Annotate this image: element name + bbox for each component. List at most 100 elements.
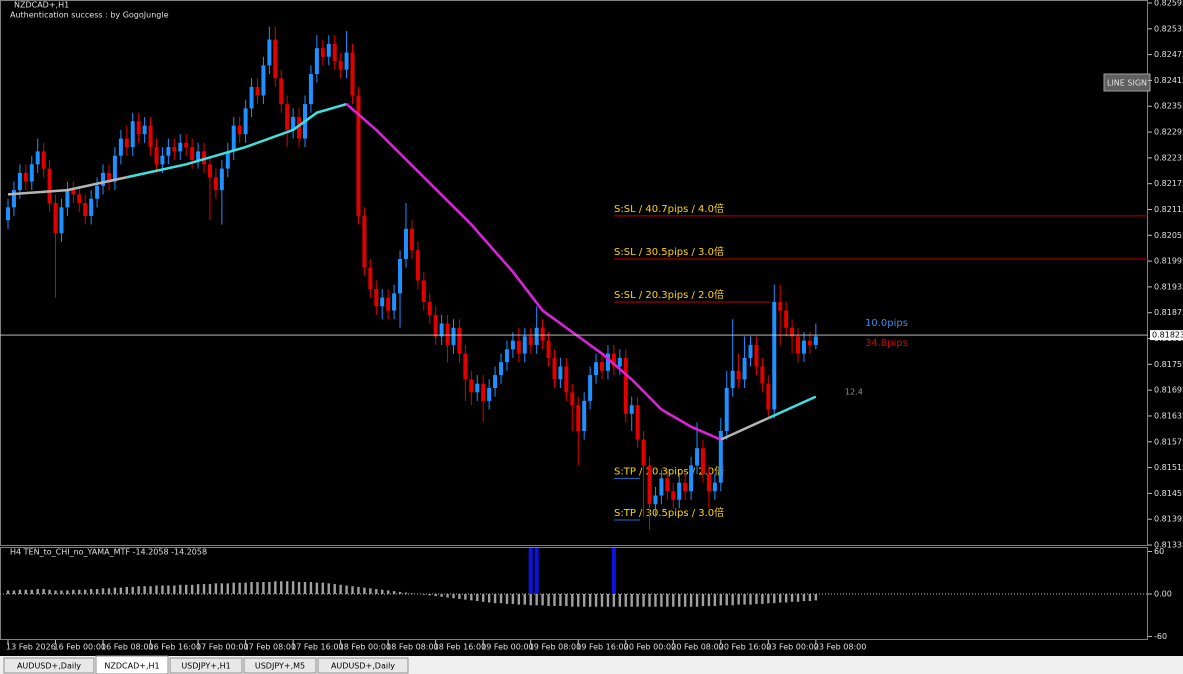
tab[interactable] <box>3 657 95 674</box>
signal-bar <box>528 548 533 594</box>
candle-body <box>65 190 70 208</box>
hist-bar <box>125 586 128 594</box>
hist-bar <box>517 594 521 605</box>
hist-bar <box>731 594 734 606</box>
tab-label[interactable]: USDJPY+,H1 <box>181 662 230 671</box>
hist-bar <box>541 594 544 606</box>
candle-body <box>706 474 711 492</box>
hist-bar <box>18 589 22 594</box>
hist-bar <box>392 591 396 594</box>
candle-body <box>742 357 747 380</box>
hist-bar <box>72 589 75 594</box>
candle-body <box>409 228 414 251</box>
hist-bar <box>42 589 45 594</box>
candle-body <box>766 383 771 410</box>
hist-bar <box>499 594 503 604</box>
candle-body <box>166 147 171 156</box>
tab-label[interactable]: NZDCAD+,H1 <box>104 662 159 671</box>
line-sign-button[interactable] <box>1103 73 1151 92</box>
candle-body <box>724 387 729 432</box>
hist-bar <box>464 594 467 600</box>
hist-bar <box>333 584 336 594</box>
candle-body <box>605 353 610 371</box>
hist-bar <box>232 582 235 594</box>
candle-body <box>320 48 325 57</box>
candle-body <box>95 185 100 199</box>
hist-bar <box>381 589 384 594</box>
moving-average <box>767 395 817 420</box>
candle-body <box>386 297 391 311</box>
tab[interactable] <box>169 657 243 674</box>
y-tick-label: 0.00 <box>1154 590 1172 599</box>
candle-body <box>463 353 468 380</box>
candle-body <box>671 491 676 500</box>
candle-body <box>504 349 509 363</box>
hist-bar <box>137 586 140 594</box>
hist-bar <box>636 594 639 607</box>
x-tick-label: 13 Feb 2026 <box>6 643 56 652</box>
y-tick-label: 60 <box>1154 547 1164 556</box>
moving-average <box>126 102 347 179</box>
candle-body <box>718 431 723 483</box>
candle-body <box>53 203 58 234</box>
hist-bar <box>54 590 57 594</box>
x-tick-label: 17 Feb 00:00 <box>196 643 248 652</box>
signal-bar <box>534 548 539 594</box>
tab[interactable] <box>317 657 409 674</box>
candle-body <box>522 336 527 354</box>
candle-body <box>576 405 581 432</box>
candle-body <box>219 168 224 191</box>
y-tick-label: 0.81695 <box>1154 386 1183 395</box>
candle-body <box>582 400 587 432</box>
x-tick-label: 19 Feb 16:00 <box>576 643 628 652</box>
candle-body <box>77 194 82 204</box>
tab-label[interactable]: AUDUSD+,Daily <box>331 662 395 671</box>
tab[interactable] <box>243 657 317 674</box>
level-label: S:SL / 30.5pips / 3.0倍 <box>614 245 724 258</box>
candle-body <box>653 495 658 505</box>
hist-bar <box>612 594 616 607</box>
y-tick-label: 0.82175 <box>1154 179 1183 188</box>
tab[interactable] <box>95 655 169 674</box>
hist-bar <box>695 594 699 607</box>
candle-body <box>350 52 355 96</box>
tab-label[interactable]: AUDUSD+,Daily <box>17 662 81 671</box>
hist-bar <box>743 594 746 605</box>
x-tick-label: 19 Feb 08:00 <box>529 643 581 652</box>
candle-body <box>457 327 462 354</box>
hist-bar <box>345 585 348 594</box>
y-tick-label: 0.81515 <box>1154 463 1183 472</box>
candle-body <box>35 151 40 165</box>
candle-body <box>415 250 420 281</box>
hist-bar <box>600 594 604 607</box>
hist-bar <box>339 584 342 594</box>
hist-bar <box>802 594 806 602</box>
hist-bar <box>297 581 301 594</box>
hist-bar <box>725 594 728 606</box>
candle-body <box>59 207 64 234</box>
hist-bar <box>161 585 164 594</box>
candle-body <box>534 327 539 345</box>
hist-bar <box>89 589 93 594</box>
hist-bar <box>285 581 289 594</box>
hist-bar <box>808 594 812 602</box>
candle-body <box>784 310 789 328</box>
candle-body <box>225 151 230 169</box>
candle-body <box>712 482 717 492</box>
hist-bar <box>654 594 657 607</box>
hist-bar <box>315 582 319 594</box>
candle-body <box>600 362 604 371</box>
y-tick-label: 0.82415 <box>1154 76 1183 85</box>
candle-body <box>118 138 123 156</box>
hist-bar <box>363 587 366 594</box>
tab-label[interactable]: USDJPY+,M5 <box>255 662 305 671</box>
candle-body <box>41 151 46 169</box>
candle-body <box>338 61 343 70</box>
hist-bar <box>487 594 491 603</box>
hist-bar <box>95 589 99 594</box>
y-tick-label: 0.81395 <box>1154 515 1183 524</box>
hist-bar <box>683 594 687 607</box>
line-sign-label[interactable]: LINE SIGN <box>1107 79 1147 88</box>
candle-body <box>748 344 753 358</box>
signal-bar <box>611 548 616 594</box>
